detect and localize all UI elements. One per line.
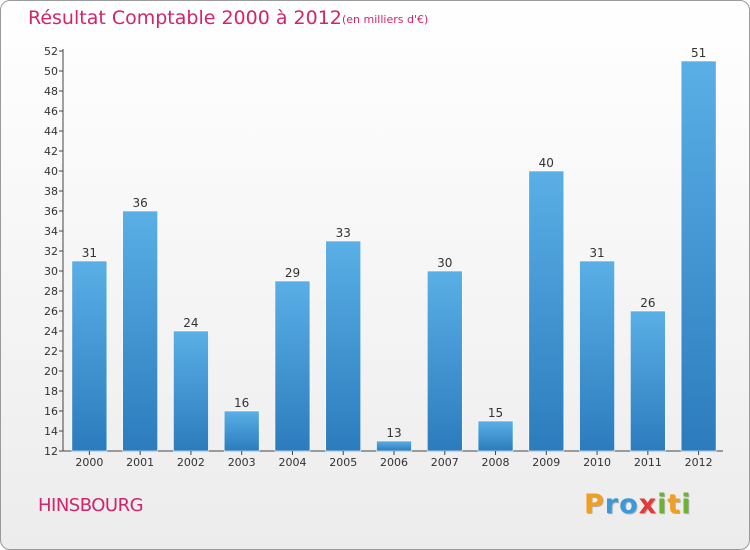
chart-title: Résultat Comptable 2000 à 2012: [28, 7, 342, 29]
y-tick-label: 48: [44, 85, 58, 98]
y-tick-label: 14: [44, 425, 58, 438]
x-tick-label-2010: 2010: [583, 456, 611, 469]
bar-2005: [325, 240, 362, 452]
bar-2009: [528, 170, 565, 452]
value-label-2008: 15: [488, 406, 503, 420]
value-label-2009: 40: [539, 156, 554, 170]
y-tick-label: 12: [44, 445, 58, 458]
bar-2004: [274, 280, 311, 452]
x-tick-label-2002: 2002: [177, 456, 205, 469]
x-tick-label-2011: 2011: [634, 456, 662, 469]
y-tick-label: 52: [44, 45, 58, 58]
value-label-2011: 26: [640, 296, 655, 310]
y-tick-label: 42: [44, 145, 58, 158]
x-tick-label-2001: 2001: [126, 456, 154, 469]
value-label-2012: 51: [691, 46, 706, 60]
y-tick-label: 26: [44, 305, 58, 318]
y-tick-label: 50: [44, 65, 58, 78]
x-tick-label-2009: 2009: [532, 456, 560, 469]
y-tick-label: 24: [44, 325, 58, 338]
x-tick-label-2006: 2006: [380, 456, 408, 469]
value-label-2000: 31: [82, 246, 97, 260]
logo-letter: x: [638, 489, 658, 520]
x-tick-label-2007: 2007: [431, 456, 459, 469]
bar-2012: [680, 60, 717, 452]
y-tick-label: 40: [44, 165, 58, 178]
y-tick-label: 30: [44, 265, 58, 278]
y-tick-label: 16: [44, 405, 58, 418]
y-tick-label: 32: [44, 245, 58, 258]
bar-2010: [579, 260, 615, 452]
y-tick-label: 38: [44, 185, 58, 198]
y-tick-label: 46: [44, 105, 58, 118]
x-tick-label-2012: 2012: [685, 456, 713, 469]
logo-letter: o: [619, 489, 639, 520]
logo-letter: t: [667, 489, 682, 520]
value-label-2001: 36: [133, 196, 148, 210]
logo-letter: i: [681, 489, 692, 520]
bar-2011: [630, 310, 666, 452]
proxiti-logo: Proxiti: [584, 489, 692, 520]
y-tick-label: 36: [44, 205, 58, 218]
logo-letter: P: [584, 489, 605, 520]
commune-name: HINSBOURG: [38, 495, 144, 516]
value-label-2006: 13: [386, 426, 401, 440]
x-tick-label-2005: 2005: [329, 456, 357, 469]
y-tick-label: 44: [44, 125, 58, 138]
value-label-2010: 31: [589, 246, 604, 260]
logo-letter: r: [604, 489, 620, 520]
y-tick-label: 20: [44, 365, 58, 378]
value-label-2003: 16: [234, 396, 249, 410]
value-label-2007: 30: [437, 256, 452, 270]
value-label-2002: 24: [183, 316, 198, 330]
bar-2002: [173, 330, 209, 452]
chart-subtitle: (en milliers d'€): [342, 13, 429, 26]
value-label-2004: 29: [285, 266, 300, 280]
x-tick-label-2004: 2004: [278, 456, 306, 469]
x-tick-label-2003: 2003: [228, 456, 256, 469]
x-tick-label-2000: 2000: [75, 456, 103, 469]
logo-letter: i: [657, 489, 668, 520]
bar-2006: [376, 440, 412, 452]
x-tick-label-2008: 2008: [482, 456, 510, 469]
value-label-2005: 33: [336, 226, 351, 240]
y-tick-label: 22: [44, 345, 58, 358]
bar-2007: [426, 270, 463, 452]
y-tick-label: 34: [44, 225, 58, 238]
y-tick-label: 28: [44, 285, 58, 298]
bar-2001: [122, 210, 158, 452]
bar-2003: [223, 410, 260, 452]
bar-2008: [477, 420, 514, 452]
bar-2000: [71, 260, 108, 452]
y-tick-label: 18: [44, 385, 58, 398]
